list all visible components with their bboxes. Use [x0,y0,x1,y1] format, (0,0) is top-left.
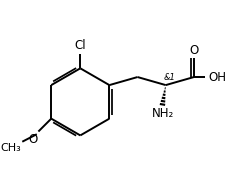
Text: O: O [189,44,198,57]
Text: CH₃: CH₃ [1,143,21,153]
Text: NH₂: NH₂ [151,107,173,120]
Text: OH: OH [208,71,226,84]
Text: Cl: Cl [74,40,86,52]
Text: O: O [28,133,37,146]
Text: &1: &1 [163,73,175,82]
